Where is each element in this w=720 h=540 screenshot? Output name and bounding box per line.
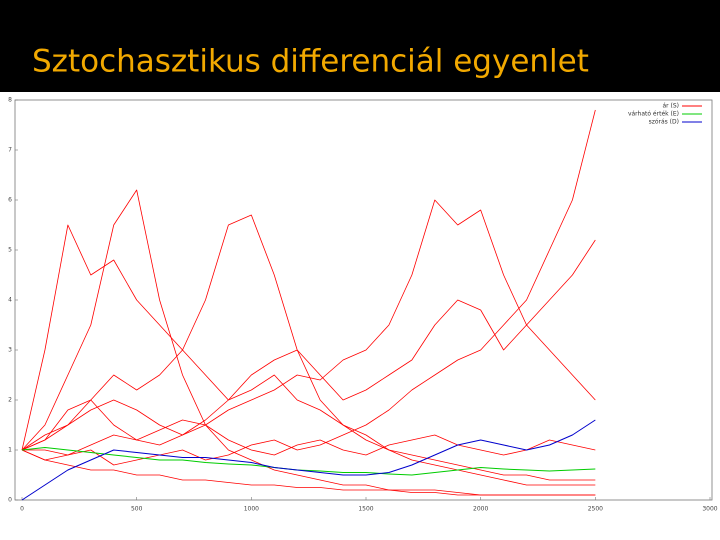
data-line	[21, 449, 596, 496]
data-line	[21, 399, 596, 456]
legend-label: várható érték (E)	[628, 111, 679, 118]
data-line	[21, 239, 596, 451]
x-tick-label: 2000	[473, 506, 488, 513]
y-tick-label: 6	[8, 197, 12, 204]
data-line	[21, 214, 596, 486]
x-tick-label: 2500	[588, 506, 603, 513]
slide-title: Sztochasztikus differenciál egyenlet	[32, 44, 589, 80]
data-line	[21, 224, 596, 481]
y-tick-label: 8	[8, 97, 12, 104]
data-line	[21, 109, 596, 466]
data-line	[21, 189, 596, 496]
title-bar	[0, 0, 720, 92]
x-tick-label: 0	[20, 506, 24, 513]
y-tick-label: 7	[8, 147, 12, 154]
data-line	[22, 199, 596, 456]
data-line	[21, 447, 596, 476]
y-tick-label: 1	[8, 447, 12, 454]
plot-frame	[14, 99, 713, 501]
y-tick-label: 5	[8, 247, 12, 254]
x-tick-label: 3000	[702, 506, 717, 513]
x-tick-label: 1500	[358, 506, 373, 513]
data-line	[21, 419, 596, 501]
y-tick-label: 0	[8, 497, 12, 504]
legend-label: ár (S)	[662, 103, 679, 110]
y-tick-label: 2	[8, 397, 12, 404]
x-tick-label: 1000	[244, 506, 259, 513]
legend-label: szórás (D)	[649, 119, 679, 126]
y-tick-label: 3	[8, 347, 12, 354]
x-tick-label: 500	[131, 506, 143, 513]
y-tick-label: 4	[8, 297, 12, 304]
plot: 0 1 2 3 4 5 6 7 8 0 500 1000 1500 2000 2500 3000 ár (S)v…	[8, 97, 718, 513]
